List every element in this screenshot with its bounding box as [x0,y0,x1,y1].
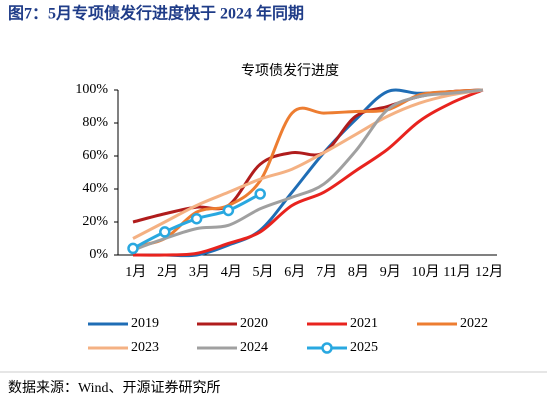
x-tick-label: 4月 [220,265,242,280]
x-tick-label: 12月 [475,265,504,280]
figure-title: 图7：5月专项债发行进度快于 2024 年同期 [8,4,304,23]
legend-label: 2024 [240,340,268,355]
legend-label: 2021 [350,316,378,331]
x-tick-label: 5月 [252,265,274,280]
legend-label: 2023 [131,340,159,355]
legend-label: 2025 [350,340,378,355]
x-tick-label: 7月 [316,265,338,280]
series-line [132,88,484,257]
point [190,212,203,225]
x-tick-label: 3月 [188,265,210,280]
x-tick-label: 11月 [443,265,471,280]
x-tick-label: 8月 [347,265,369,280]
x-tick-label: 10月 [411,265,440,280]
point [254,188,266,200]
x-tick-label: 1月 [125,265,147,280]
legend-label: 2019 [131,316,159,331]
y-tick-label: 80% [82,115,108,130]
legend-marker [321,342,333,354]
point [159,226,171,238]
source: 数据来源：Wind、开源证券研究所 [8,380,221,396]
series-line [132,88,483,252]
point [222,204,235,217]
x-tick-label: 9月 [379,265,401,280]
x-tick-label: 2月 [157,265,179,280]
x-tick-label: 6月 [284,265,306,280]
legend-label: 2020 [240,316,268,331]
y-tick-label: 60% [82,148,108,163]
series-line [132,88,484,240]
y-tick-label: 40% [82,181,108,196]
chart-title: 专项债发行进度 [241,63,339,79]
point [127,242,139,255]
y-tick-label: 100% [75,82,108,97]
legend-label: 2022 [460,316,488,331]
y-tick-label: 20% [82,214,108,229]
y-tick-label: 0% [89,247,108,262]
